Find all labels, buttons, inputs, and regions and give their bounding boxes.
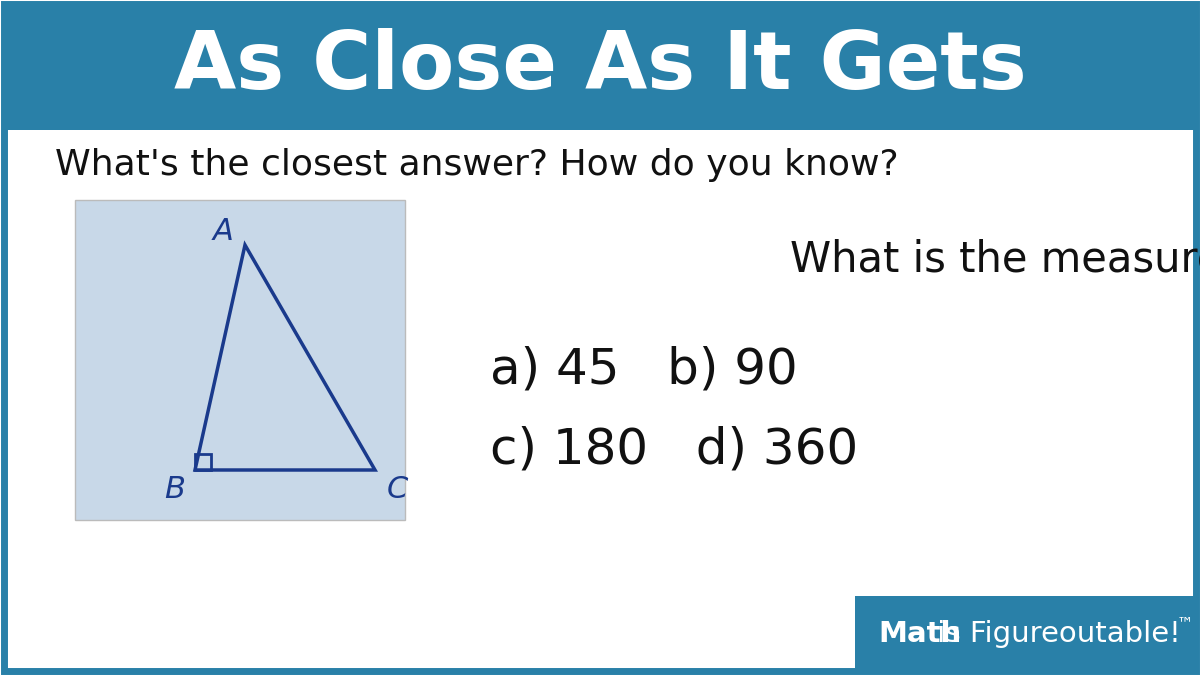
Text: What's the closest answer? How do you know?: What's the closest answer? How do you kn… — [55, 148, 899, 182]
Text: B: B — [164, 475, 186, 504]
Text: ™: ™ — [1177, 614, 1194, 632]
Bar — [194, 454, 211, 470]
Text: a) 45   b) 90: a) 45 b) 90 — [490, 346, 798, 394]
Text: C: C — [386, 475, 408, 504]
Text: is Figureoutable!: is Figureoutable! — [928, 620, 1181, 648]
FancyBboxPatch shape — [4, 4, 1196, 130]
Text: c) 180   d) 360: c) 180 d) 360 — [490, 426, 858, 474]
FancyBboxPatch shape — [4, 4, 1196, 671]
Text: Math: Math — [878, 620, 961, 648]
Text: What is the measure of ∠A?: What is the measure of ∠A? — [790, 239, 1200, 281]
FancyBboxPatch shape — [854, 596, 1196, 671]
FancyBboxPatch shape — [74, 200, 406, 520]
Text: As Close As It Gets: As Close As It Gets — [174, 28, 1026, 106]
Text: A: A — [212, 217, 234, 246]
